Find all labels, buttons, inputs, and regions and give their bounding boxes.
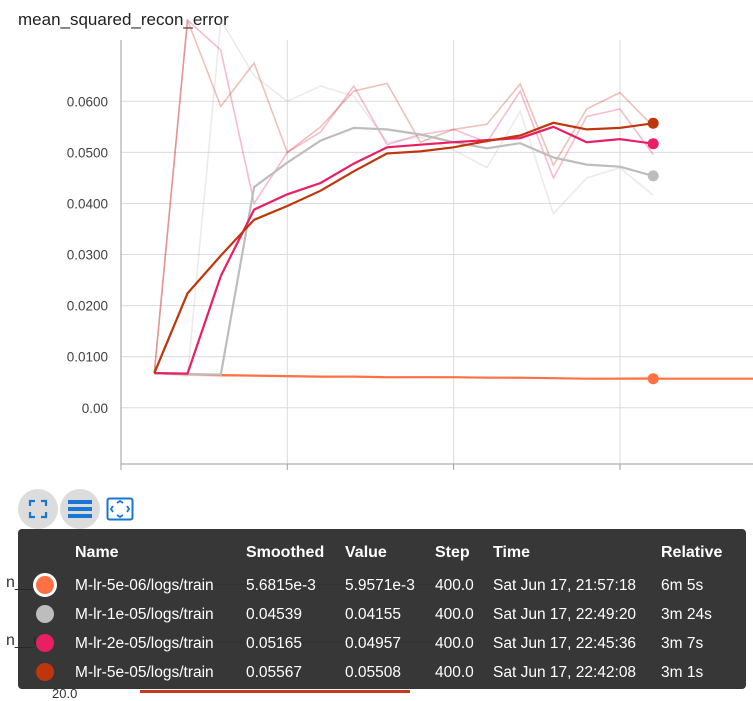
header-smoothed: Smoothed [246, 544, 325, 561]
chart-title: mean_squared_recon_error [18, 10, 229, 29]
hover-point [647, 373, 659, 385]
row-relative: 3m 7s [661, 634, 704, 652]
row-name: M-lr-5e-06/logs/train [75, 576, 214, 594]
row-value: 0.04957 [345, 634, 402, 652]
fullscreen-icon [28, 499, 48, 519]
hover-point [647, 170, 659, 182]
hover-point [647, 117, 659, 129]
grid-lines [120, 40, 753, 464]
series-color-swatch [36, 576, 54, 595]
y-tick-label: 0.0100 [67, 350, 108, 365]
row-value: 0.04155 [345, 605, 402, 623]
line-chart[interactable]: 0.00 0.0100 0.0200 0.0300 0.0400 0.0500 0.0600 [0, 0, 753, 480]
row-smoothed: 0.05567 [246, 663, 303, 681]
row-relative: 6m 5s [661, 576, 704, 594]
header-value: Value [345, 544, 387, 561]
raw-line [153, 19, 654, 374]
row-name: M-lr-2e-05/logs/train [75, 634, 214, 652]
bg-series-line [140, 690, 410, 693]
series-color-swatch [36, 663, 54, 682]
row-step: 400.0 [435, 576, 474, 594]
axes [120, 40, 753, 470]
row-smoothed: 5.6815e-3 [246, 576, 316, 594]
row-time: Sat Jun 17, 21:57:18 [493, 576, 637, 594]
chart-toolbar [18, 489, 138, 529]
smoothed-line [153, 121, 654, 374]
y-tick-label: 0.0200 [67, 299, 108, 314]
smoothed-line [154, 126, 654, 376]
row-time: Sat Jun 17, 22:45:36 [493, 634, 637, 652]
y-tick-label: 0.0600 [67, 94, 108, 109]
row-swatch-cell [32, 600, 75, 629]
smoothed-line [154, 125, 654, 375]
raw-line [153, 18, 654, 374]
row-smoothed: 0.05165 [246, 634, 303, 652]
row-relative: 3m 24s [661, 605, 712, 623]
header-relative: Relative [661, 544, 723, 561]
row-swatch-cell [32, 571, 75, 600]
tooltip-table: Name Smoothed Value Step Time Relative M… [32, 541, 722, 687]
hover-point [647, 138, 659, 150]
row-swatch-cell [32, 658, 75, 687]
series-tooltip: Name Smoothed Value Step Time Relative M… [18, 529, 746, 689]
fullscreen-button[interactable] [18, 489, 58, 529]
data-table-icon [68, 500, 92, 518]
row-smoothed: 0.04539 [246, 605, 303, 623]
row-relative: 3m 1s [661, 663, 704, 681]
tooltip-row: M-lr-5e-05/logs/train 0.05567 0.05508 400.0… [32, 658, 722, 687]
header-name: Name [75, 544, 119, 561]
row-swatch-cell [32, 629, 75, 658]
row-name: M-lr-1e-05/logs/train [75, 605, 214, 623]
row-value: 0.05508 [345, 663, 402, 681]
row-step: 400.0 [435, 634, 474, 652]
y-tick-label: 0.00 [82, 401, 108, 416]
y-tick-label: 0.0400 [67, 196, 108, 211]
tooltip-header-row: Name Smoothed Value Step Time Relative [32, 541, 722, 571]
row-time: Sat Jun 17, 22:42:08 [493, 663, 637, 681]
series-color-swatch [36, 634, 54, 653]
fit-domain-icon [106, 497, 134, 521]
data-table-button[interactable] [60, 489, 100, 529]
row-value: 5.9571e-3 [345, 576, 415, 594]
smoothed-series-lines [153, 121, 753, 380]
row-time: Sat Jun 17, 22:49:20 [493, 605, 637, 623]
raw-line [154, 17, 654, 377]
y-tick-label: 0.0500 [67, 145, 108, 160]
row-name: M-lr-5e-05/logs/train [75, 663, 214, 681]
tooltip-row: M-lr-1e-05/logs/train 0.04539 0.04155 400.0… [32, 600, 722, 629]
series-color-swatch [36, 605, 54, 624]
header-swatch [32, 541, 75, 571]
row-step: 400.0 [435, 663, 474, 681]
tooltip-row: M-lr-2e-05/logs/train 0.05165 0.04957 400.0… [32, 629, 722, 658]
smoothed-line [154, 372, 753, 380]
header-time: Time [493, 544, 531, 561]
row-step: 400.0 [435, 605, 474, 623]
tooltip-row: M-lr-5e-06/logs/train 5.6815e-3 5.9571e-3 4… [32, 571, 722, 600]
fit-domain-button[interactable] [102, 489, 138, 529]
header-step: Step [435, 544, 470, 561]
hover-points [647, 117, 659, 385]
y-tick-labels: 0.00 0.0100 0.0200 0.0300 0.0400 0.0500 0.0600 [67, 94, 108, 416]
y-tick-label: 0.0300 [67, 248, 108, 263]
